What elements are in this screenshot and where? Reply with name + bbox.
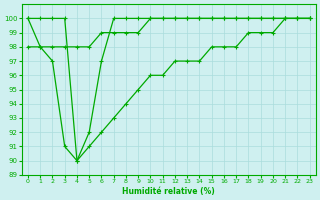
X-axis label: Humidité relative (%): Humidité relative (%) — [123, 187, 215, 196]
